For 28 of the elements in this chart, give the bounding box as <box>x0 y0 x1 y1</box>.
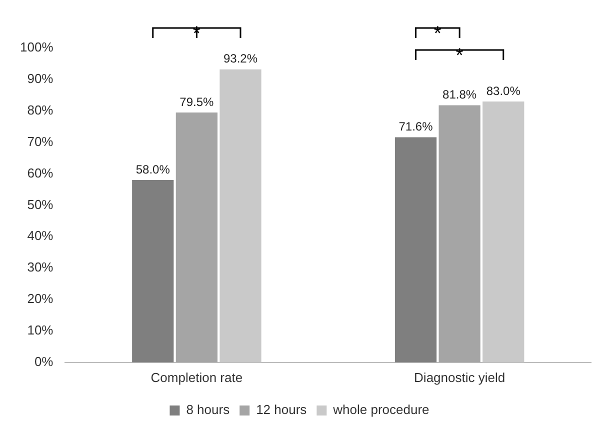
bar <box>394 137 437 362</box>
data-label: 71.6% <box>398 120 434 134</box>
data-label: 58.0% <box>136 162 170 176</box>
bar <box>482 101 524 362</box>
y-tick-label: 90% <box>27 71 54 86</box>
data-label: 79.5% <box>180 94 214 109</box>
legend-label: 12 hours <box>256 402 308 418</box>
data-label: 93.2% <box>223 52 258 66</box>
bar <box>176 112 218 362</box>
bar <box>438 105 480 362</box>
y-tick-label: 70% <box>27 134 54 149</box>
y-tick-label: 10% <box>27 322 54 338</box>
data-label: 81.8% <box>442 88 477 102</box>
y-tick-label: 80% <box>27 102 54 118</box>
y-tick-label: 40% <box>27 228 54 244</box>
legend-label: whole procedure <box>332 402 430 418</box>
bar <box>220 69 262 362</box>
x-tick-label: Completion rate <box>150 370 243 385</box>
y-tick-label: 50% <box>27 196 54 212</box>
data-label: 83.0% <box>486 84 521 98</box>
y-tick-label: 20% <box>27 291 54 306</box>
y-tick-label: 60% <box>27 165 54 180</box>
x-tick-label: Diagnostic yield <box>414 370 506 385</box>
y-tick-label: 100% <box>20 40 54 55</box>
legend-label: 8 hours <box>186 402 230 418</box>
y-tick-label: 0% <box>34 354 54 369</box>
y-tick-label: 30% <box>27 260 54 275</box>
bar <box>132 180 174 362</box>
